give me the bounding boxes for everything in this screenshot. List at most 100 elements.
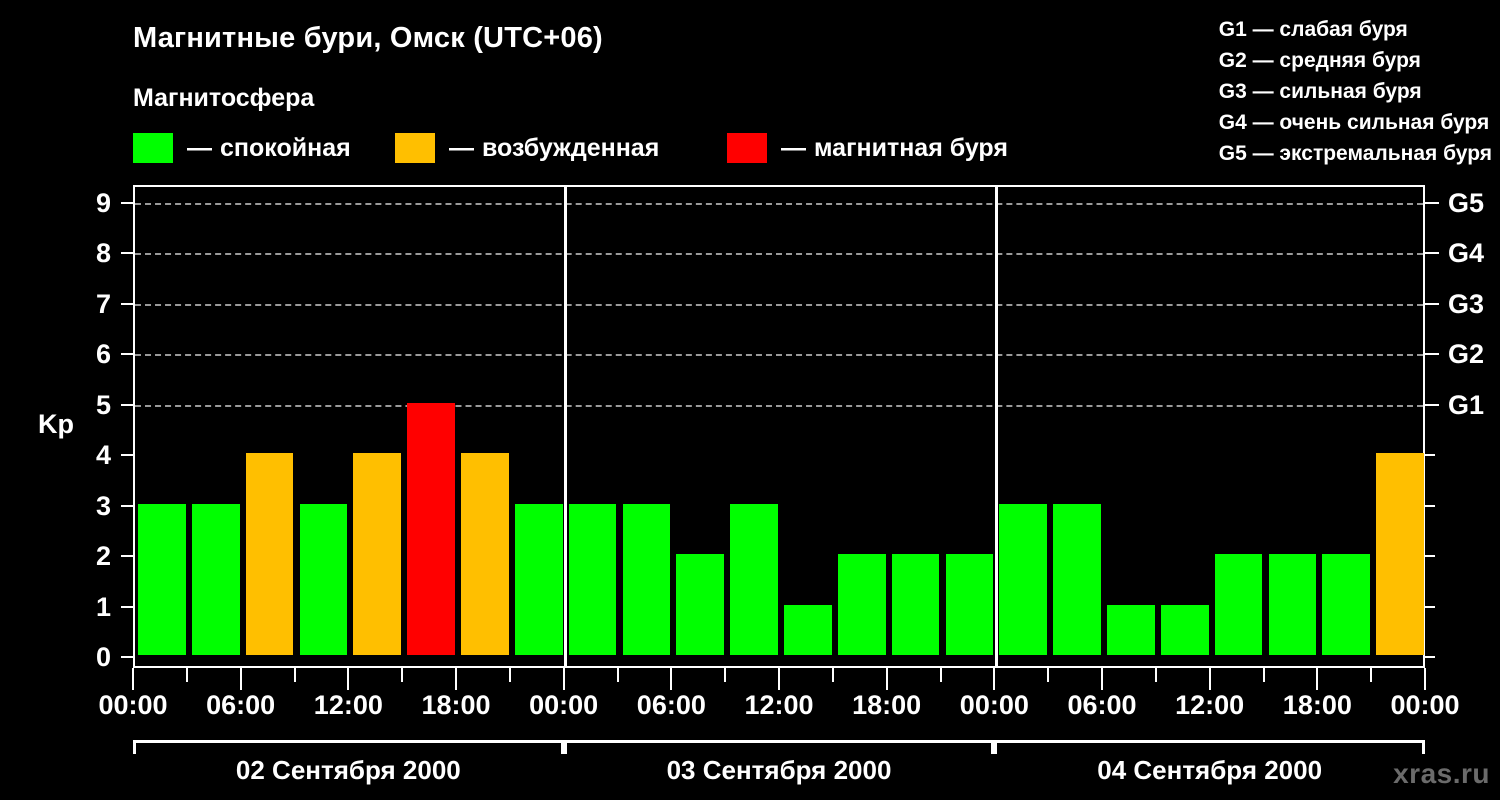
- date-bracket-line: [994, 740, 1425, 743]
- bar: [999, 503, 1048, 655]
- y-tick-mark: [121, 202, 133, 204]
- right-tick-mark: [1425, 454, 1435, 457]
- day-separator: [564, 187, 568, 666]
- y-axis-label: Kp: [38, 409, 74, 439]
- x-tick-label: 12:00: [1175, 690, 1245, 720]
- g-scale-key: G5: [1218, 142, 1247, 165]
- g-scale-key: G1: [1218, 18, 1247, 41]
- x-tick-label: 00:00: [959, 690, 1029, 720]
- right-tick-mark: [1425, 504, 1435, 507]
- date-bracket-line: [563, 740, 995, 743]
- gridline-kp-8: [135, 253, 1423, 256]
- x-tick-mark: [831, 668, 834, 682]
- bar: [1322, 554, 1371, 655]
- date-bracket: [563, 740, 995, 754]
- g-scale-item-g4: G4 — очень сильная буря: [1219, 107, 1492, 138]
- g-axis-tick-mark: [1425, 202, 1439, 204]
- legend-item-storm: — магнитная буря: [727, 133, 1008, 167]
- x-tick-mark: [1424, 668, 1426, 690]
- x-tick-mark: [1101, 668, 1103, 690]
- bar: [1107, 604, 1155, 655]
- bar: [514, 503, 563, 655]
- x-tick-mark: [1047, 668, 1050, 682]
- bar: [837, 554, 886, 655]
- y-tick-mark: [121, 605, 133, 608]
- g-scale-item-g2: G2 — средняя буря: [1219, 45, 1492, 76]
- gridline-kp-6: [135, 354, 1423, 357]
- bar: [1214, 554, 1263, 655]
- legend-item-excited: — возбужденная: [395, 133, 659, 167]
- y-tick-mark: [121, 454, 133, 457]
- bar: [191, 503, 240, 655]
- x-tick-mark: [1154, 668, 1157, 682]
- date-label: 02 Сентября 2000: [235, 755, 461, 785]
- legend-label-calm: спокойная: [220, 134, 351, 162]
- date-bracket-line: [133, 740, 564, 743]
- gridline-kp-7: [135, 303, 1423, 306]
- bar: [461, 453, 509, 655]
- x-tick-mark: [455, 668, 457, 690]
- x-tick-label: 00:00: [529, 690, 599, 720]
- bar: [138, 503, 186, 655]
- x-tick-mark: [185, 668, 188, 682]
- legend-dash-icon: —: [187, 134, 212, 162]
- bar: [353, 453, 402, 655]
- g-axis-tick-mark: [1425, 353, 1439, 356]
- g-axis-tick-mark: [1425, 302, 1439, 305]
- watermark: xras.ru: [1393, 758, 1490, 789]
- g-scale-key: G2: [1218, 49, 1247, 72]
- bar: [407, 402, 455, 655]
- g-axis-tick-mark: [1425, 252, 1439, 255]
- g-scale-item-g3: G3 — сильная буря: [1219, 76, 1492, 107]
- x-tick-label: 18:00: [421, 690, 491, 720]
- x-tick-label: 06:00: [1067, 690, 1137, 720]
- x-tick-mark: [1370, 668, 1373, 682]
- legend-label-storm: магнитная буря: [814, 134, 1008, 162]
- bar: [568, 503, 617, 655]
- g-axis-tick-mark: [1425, 403, 1439, 406]
- y-tick-mark: [121, 504, 133, 507]
- x-tick-mark: [401, 668, 404, 682]
- g-scale-text: — очень сильная буря: [1246, 111, 1490, 134]
- x-tick-label: 12:00: [744, 690, 814, 720]
- day-separator: [994, 187, 998, 666]
- x-tick-mark: [1262, 668, 1265, 682]
- bar: [245, 453, 294, 655]
- x-tick-mark: [778, 668, 780, 690]
- bar: [1053, 503, 1101, 655]
- x-tick-label: 06:00: [636, 690, 706, 720]
- bar: [784, 604, 832, 655]
- g-scale-key: G3: [1218, 80, 1247, 103]
- right-tick-mark: [1425, 605, 1435, 608]
- y-tick-mark: [121, 252, 133, 255]
- date-bracket: [994, 740, 1425, 754]
- date-bracket-tick: [994, 740, 998, 754]
- y-tick-mark: [121, 302, 133, 305]
- x-tick-label: 00:00: [98, 690, 168, 720]
- legend-swatch-calm: [133, 133, 173, 163]
- x-tick-mark: [347, 668, 350, 690]
- date-label: 04 Сентября 2000: [1097, 755, 1323, 785]
- legend-dash-icon: —: [781, 134, 806, 162]
- x-tick-label: 06:00: [206, 690, 276, 720]
- x-tick-mark: [993, 668, 996, 690]
- bar: [730, 503, 778, 655]
- g-scale-item-g1: G1 — слабая буря: [1219, 14, 1492, 45]
- x-tick-mark: [239, 668, 242, 690]
- x-tick-mark: [939, 668, 942, 682]
- bar: [1268, 554, 1317, 655]
- x-tick-label: 18:00: [1282, 690, 1352, 720]
- g-scale-key: G4: [1218, 111, 1247, 134]
- x-tick-mark: [293, 668, 296, 682]
- legend-label-excited: возбужденная: [482, 134, 660, 162]
- g-scale-text: — средняя буря: [1246, 49, 1421, 72]
- date-bracket-tick: [991, 740, 995, 754]
- legend-swatch-excited: [395, 133, 435, 163]
- bar: [676, 554, 725, 655]
- y-tick-mark: [121, 656, 133, 658]
- legend-swatch-storm: [727, 133, 767, 163]
- date-bracket-tick: [560, 740, 564, 754]
- y-tick-mark: [121, 555, 133, 558]
- gridline-kp-9: [135, 203, 1423, 205]
